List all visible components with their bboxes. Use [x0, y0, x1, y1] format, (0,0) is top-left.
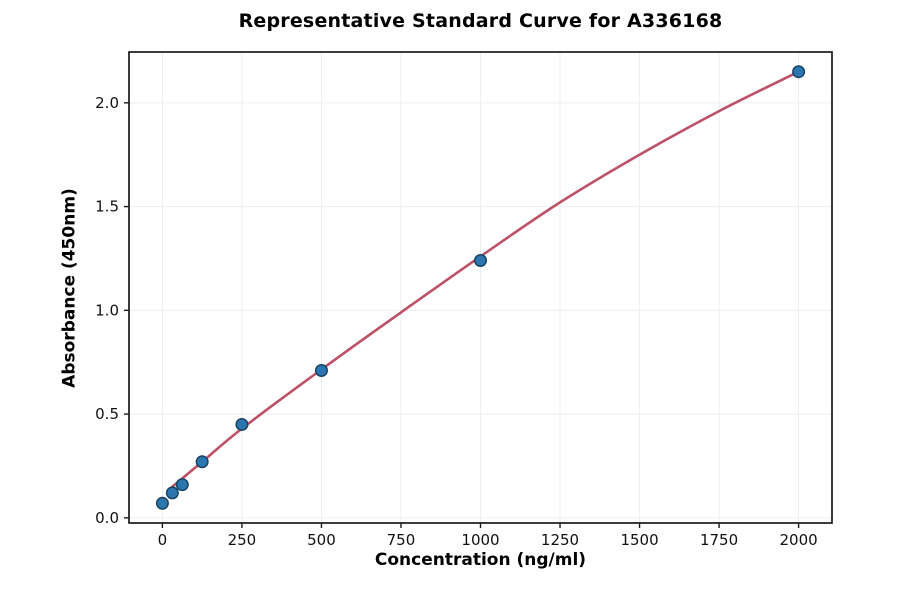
y-tick-label: 0.0	[95, 509, 119, 527]
x-tick-label: 250	[228, 531, 257, 549]
y-tick-label: 2.0	[95, 94, 119, 112]
data-point	[195, 455, 209, 469]
data-point	[314, 363, 328, 377]
x-tick-label: 1500	[620, 531, 658, 549]
y-tick-label: 1.0	[95, 301, 119, 319]
y-tick-label: 0.5	[95, 405, 119, 423]
x-tick-label: 1000	[461, 531, 499, 549]
chart-title: Representative Standard Curve for A33616…	[238, 10, 723, 32]
x-tick-label: 0	[158, 531, 168, 549]
data-point	[792, 65, 806, 79]
data-point	[235, 417, 249, 431]
fit-curve	[171, 70, 800, 488]
x-tick-label: 750	[387, 531, 416, 549]
x-tick-label: 2000	[780, 531, 818, 549]
data-point	[474, 254, 488, 268]
data-point	[155, 496, 169, 510]
data-point	[175, 478, 189, 492]
data-point	[165, 486, 179, 500]
x-tick-label: 1750	[700, 531, 738, 549]
x-tick-label: 1250	[541, 531, 579, 549]
y-tick-label: 1.5	[95, 198, 119, 216]
x-axis-label: Concentration (ng/ml)	[374, 550, 587, 570]
x-tick-label: 500	[307, 531, 336, 549]
